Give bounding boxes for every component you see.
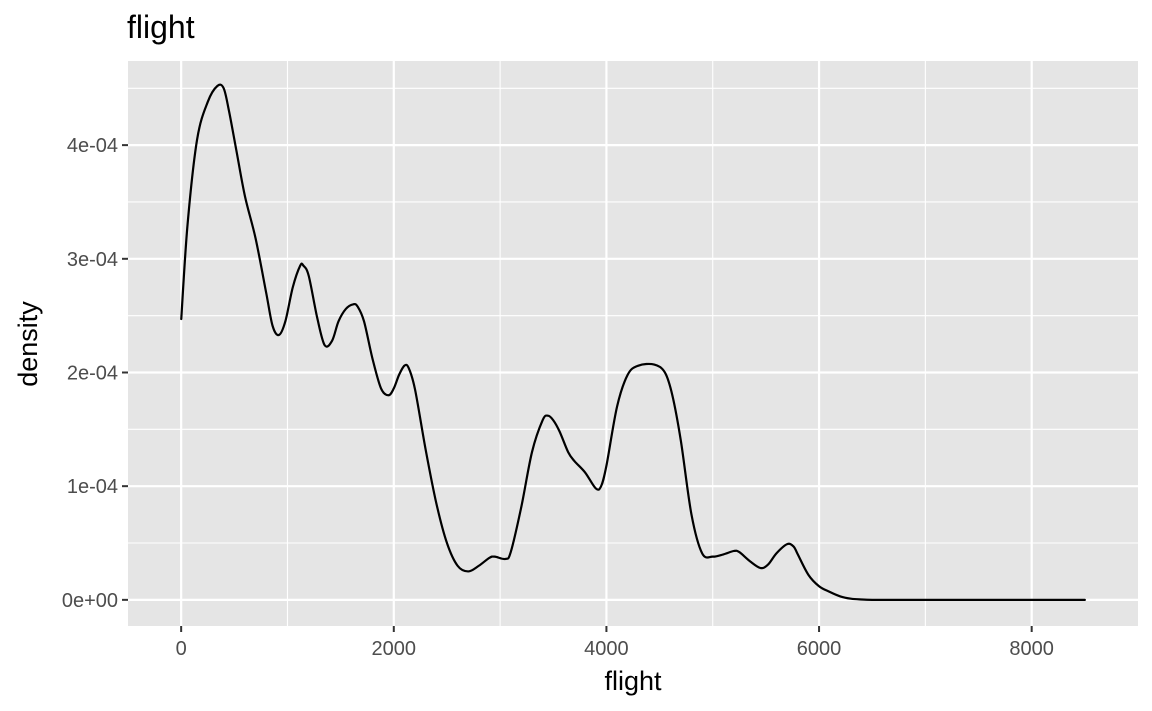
y-tick-label: 0e+00 — [62, 590, 118, 612]
y-axis-title: density — [13, 301, 43, 387]
y-tick-label: 4e-04 — [67, 135, 118, 157]
plot-panel — [128, 61, 1138, 626]
chart-title: flight — [127, 9, 195, 45]
y-axis: 0e+00 1e-04 2e-04 3e-04 4e-04 — [62, 135, 128, 612]
y-tick-label: 1e-04 — [67, 476, 118, 498]
y-tick-label: 2e-04 — [67, 362, 118, 384]
x-axis: 0 2000 4000 6000 8000 — [176, 626, 1054, 660]
x-tick-label: 2000 — [372, 638, 417, 660]
x-tick-label: 0 — [176, 638, 187, 660]
x-tick-label: 8000 — [1009, 638, 1054, 660]
x-tick-label: 6000 — [797, 638, 842, 660]
y-tick-label: 3e-04 — [67, 249, 118, 271]
density-curve — [180, 83, 1086, 601]
x-axis-title: flight — [604, 666, 662, 696]
minor-gridlines — [128, 61, 1138, 626]
x-tick-label: 4000 — [584, 638, 629, 660]
major-gridlines — [128, 61, 1138, 626]
